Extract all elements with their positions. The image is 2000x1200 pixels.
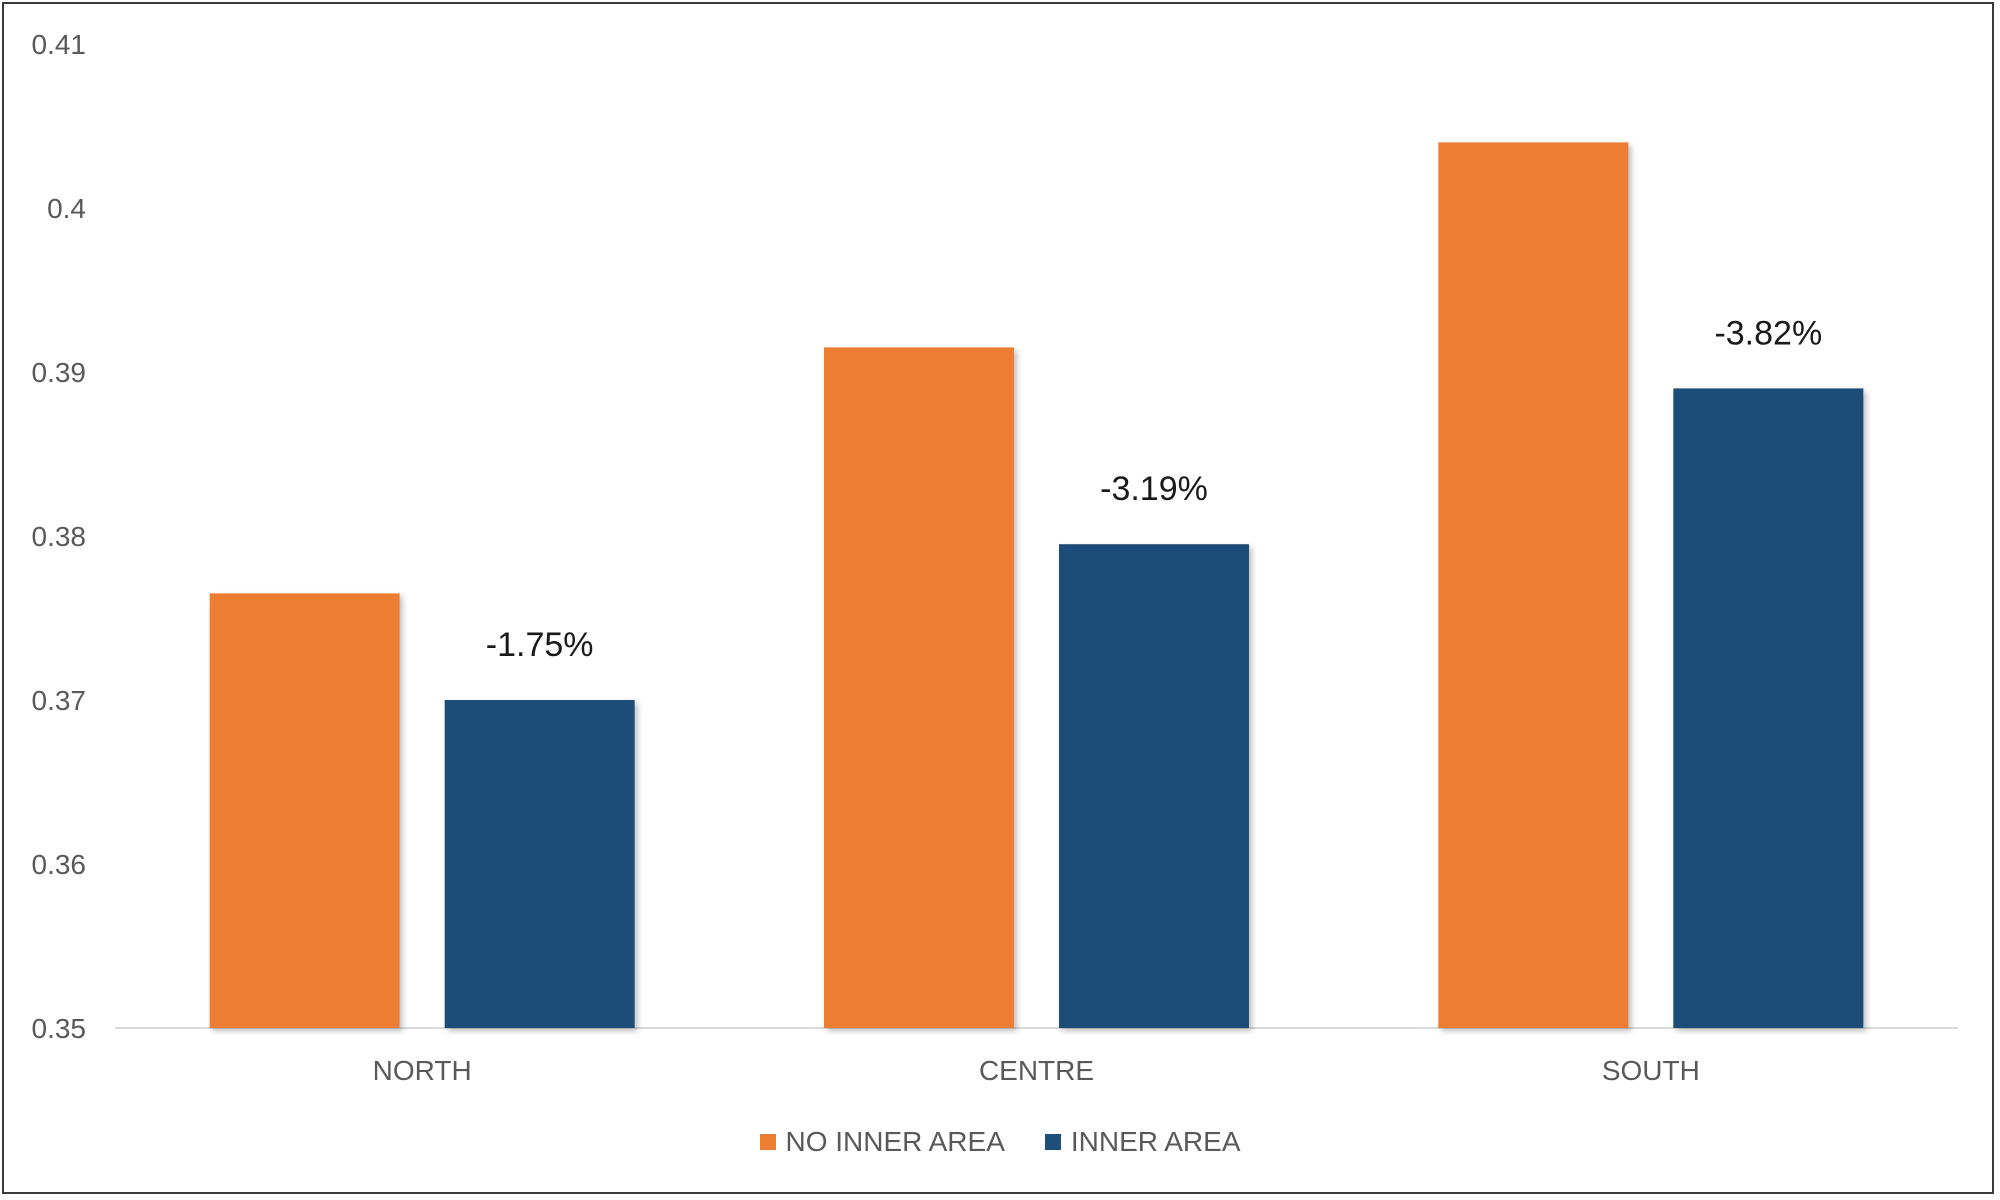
data-label-centre: -3.19% [1100, 470, 1208, 508]
legend-swatch-no-inner-area [759, 1134, 776, 1150]
bar-inner-area-centre [1059, 544, 1249, 1028]
category-label-south: SOUTH [1602, 1055, 1700, 1086]
data-label-north: -1.75% [486, 626, 594, 664]
data-label-south: -3.82% [1714, 314, 1822, 352]
legend: NO INNER AREA INNER AREA [0, 1122, 2000, 1162]
y-axis-ticks: 0.35 0.36 0.37 0.38 0.39 0.4 0.41 [32, 29, 87, 1044]
y-tick-label: 0.4 [47, 193, 86, 224]
bar-no-inner-area-south [1438, 142, 1629, 1028]
bar-inner-area-north [444, 700, 635, 1028]
legend-item-no-inner-area: NO INNER AREA [759, 1126, 1005, 1158]
bar-no-inner-area-north [209, 593, 400, 1028]
legend-label-no-inner-area: NO INNER AREA [785, 1126, 1005, 1157]
y-tick-label: 0.35 [32, 1013, 87, 1044]
y-tick-label: 0.37 [32, 685, 87, 716]
bar-no-inner-area-centre [824, 347, 1014, 1028]
data-labels: -1.75% -3.19% -3.82% [486, 314, 1822, 664]
y-tick-label: 0.39 [32, 357, 87, 388]
y-tick-label: 0.38 [32, 521, 87, 552]
category-labels: NORTH CENTRE SOUTH [373, 1055, 1700, 1086]
category-label-centre: CENTRE [979, 1055, 1094, 1086]
bar-inner-area-south [1673, 388, 1864, 1028]
legend-label-inner-area: INNER AREA [1070, 1126, 1241, 1157]
y-tick-label: 0.36 [32, 849, 87, 880]
legend-swatch-inner-area [1044, 1134, 1061, 1150]
y-tick-label: 0.41 [32, 29, 87, 60]
legend-item-inner-area: INNER AREA [1044, 1126, 1241, 1158]
bars [209, 142, 1864, 1028]
category-label-north: NORTH [373, 1055, 472, 1086]
